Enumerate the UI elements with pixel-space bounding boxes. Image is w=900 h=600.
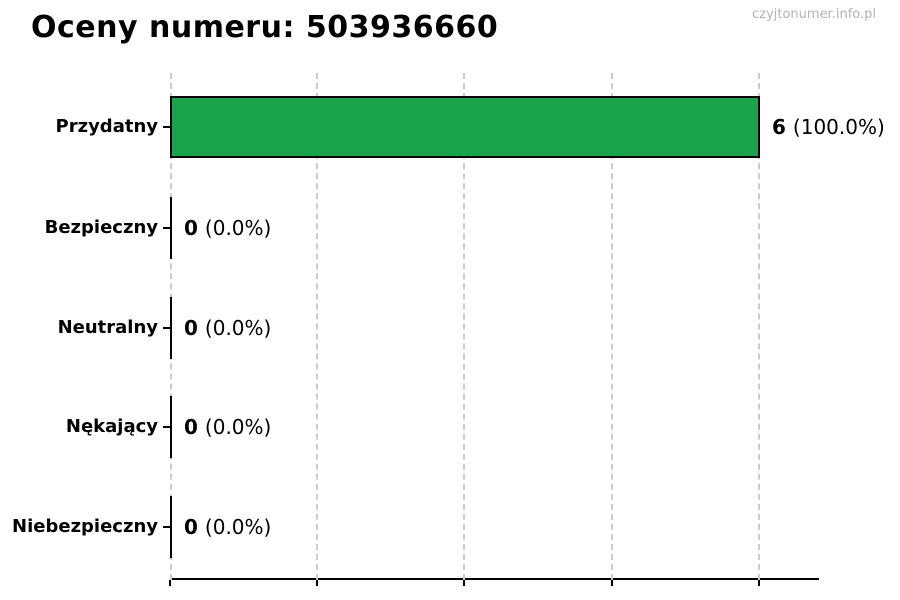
- bar-bezpieczny: [170, 197, 172, 259]
- bar-przydatny: [170, 96, 760, 158]
- value-label-bezpieczny: 0 (0.0%): [184, 215, 271, 241]
- bar-niebezpieczny: [170, 496, 172, 558]
- x-axis-tick: [316, 580, 318, 586]
- gridline: [611, 73, 613, 580]
- category-label-neutralny: Neutralny: [57, 317, 158, 338]
- gridline: [758, 73, 760, 580]
- value-count: 0: [184, 216, 198, 240]
- bar-neutralny: [170, 297, 172, 359]
- value-count: 0: [184, 316, 198, 340]
- bar-nekajacy: [170, 396, 172, 458]
- x-axis-tick: [611, 580, 613, 586]
- chart-title: Oceny numeru: 503936660: [31, 10, 499, 45]
- value-count: 0: [184, 415, 198, 439]
- value-label-nekajacy: 0 (0.0%): [184, 414, 271, 440]
- y-axis-tick: [163, 526, 170, 528]
- watermark-text: czyjtonumer.info.pl: [752, 7, 876, 22]
- value-percent: (0.0%): [204, 515, 272, 539]
- x-axis-tick: [758, 580, 760, 586]
- plot-area: 6 (100.0%) 0 (0.0%) 0 (0.0%) 0 (0.0%) 0 (0.0%…: [169, 73, 885, 586]
- y-axis-tick: [163, 227, 170, 229]
- value-label-przydatny: 6 (100.0%): [772, 114, 885, 140]
- x-axis-tick: [169, 580, 171, 586]
- value-count: 0: [184, 515, 198, 539]
- category-label-niebezpieczny: Niebezpieczny: [12, 516, 158, 537]
- value-percent: (0.0%): [204, 415, 272, 439]
- value-label-niebezpieczny: 0 (0.0%): [184, 514, 271, 540]
- gridline: [316, 73, 318, 580]
- category-label-przydatny: Przydatny: [55, 116, 158, 137]
- y-axis-tick: [163, 126, 170, 128]
- gridline: [463, 73, 465, 580]
- y-axis-tick: [163, 327, 170, 329]
- category-label-bezpieczny: Bezpieczny: [44, 217, 158, 238]
- y-axis-tick: [163, 426, 170, 428]
- value-label-neutralny: 0 (0.0%): [184, 315, 271, 341]
- x-axis-tick: [463, 580, 465, 586]
- value-percent: (100.0%): [792, 115, 885, 139]
- value-percent: (0.0%): [204, 216, 272, 240]
- category-label-nekajacy: Nękający: [65, 416, 158, 437]
- value-count: 6: [772, 115, 786, 139]
- value-percent: (0.0%): [204, 316, 272, 340]
